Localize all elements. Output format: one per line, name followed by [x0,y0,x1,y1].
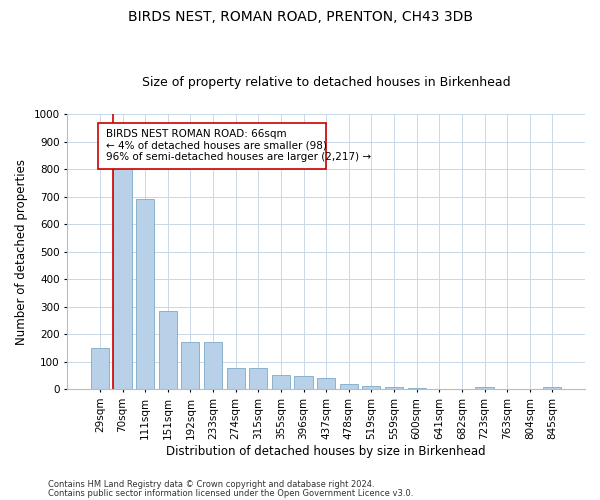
Bar [91,348,109,389]
FancyBboxPatch shape [98,122,326,170]
Text: Contains HM Land Registry data © Crown copyright and database right 2024.: Contains HM Land Registry data © Crown c… [48,480,374,489]
Bar [340,384,358,389]
Bar [362,386,380,389]
Bar [272,376,290,389]
Bar [317,378,335,389]
Bar [159,312,177,389]
Bar [544,387,562,389]
Bar [136,200,154,389]
Text: BIRDS NEST, ROMAN ROAD, PRENTON, CH43 3DB: BIRDS NEST, ROMAN ROAD, PRENTON, CH43 3D… [128,10,473,24]
Bar [181,342,199,389]
Bar [521,388,539,389]
Title: Size of property relative to detached houses in Birkenhead: Size of property relative to detached ho… [142,76,511,90]
X-axis label: Distribution of detached houses by size in Birkenhead: Distribution of detached houses by size … [166,444,486,458]
Bar [295,376,313,389]
Bar [249,368,268,389]
Bar [498,388,516,389]
Bar [113,162,131,389]
Bar [385,387,403,389]
Text: Contains public sector information licensed under the Open Government Licence v3: Contains public sector information licen… [48,488,413,498]
Bar [407,388,426,389]
Text: BIRDS NEST ROMAN ROAD: 66sqm
← 4% of detached houses are smaller (98)
96% of sem: BIRDS NEST ROMAN ROAD: 66sqm ← 4% of det… [106,130,371,162]
Bar [430,388,448,389]
Bar [204,342,222,389]
Bar [475,387,494,389]
Y-axis label: Number of detached properties: Number of detached properties [15,158,28,344]
Bar [453,388,471,389]
Bar [227,368,245,389]
